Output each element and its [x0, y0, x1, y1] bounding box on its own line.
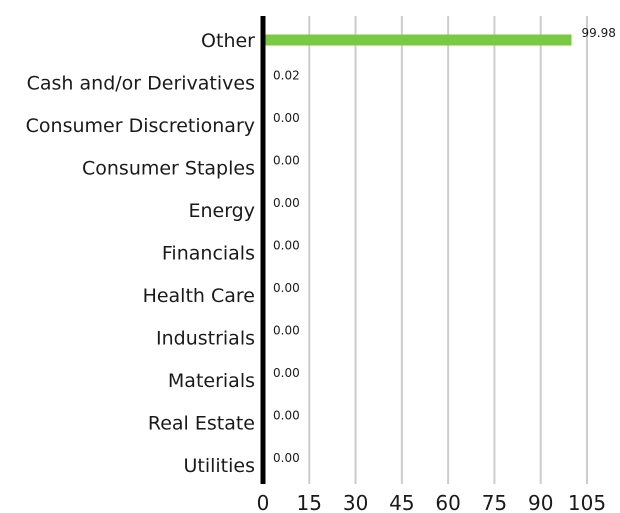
data-label-energy: 0.00: [273, 196, 300, 210]
data-label-utilities: 0.00: [273, 451, 300, 465]
category-label-real-estate: Real Estate: [148, 413, 255, 435]
grid-layer: [308, 16, 588, 484]
data-label-other: 99.98: [582, 26, 616, 40]
data-label-industrials: 0.00: [273, 324, 300, 338]
data-label-health-care: 0.00: [273, 281, 300, 295]
category-label-materials: Materials: [168, 370, 255, 392]
data-label-financials: 0.00: [273, 239, 300, 253]
data-label-consumer-discretionary: 0.00: [273, 111, 300, 125]
category-label-energy: Energy: [188, 200, 255, 222]
data-label-consumer-staples: 0.00: [273, 154, 300, 168]
x-tick-label-45: 45: [389, 491, 414, 513]
data-label-materials: 0.00: [273, 366, 300, 380]
category-label-consumer-discretionary: Consumer Discretionary: [26, 115, 255, 137]
category-label-other: Other: [201, 30, 255, 52]
data-label-real-estate: 0.00: [273, 409, 300, 423]
x-tick-label-15: 15: [297, 491, 322, 513]
category-label-utilities: Utilities: [183, 455, 255, 477]
x-tick-label-75: 75: [482, 491, 507, 513]
x-tick-label-30: 30: [343, 491, 368, 513]
data-label-cash-and-or-derivatives: 0.02: [273, 69, 300, 83]
x-tick-label-105: 105: [568, 491, 606, 513]
category-label-health-care: Health Care: [143, 285, 255, 307]
category-label-financials: Financials: [162, 243, 255, 265]
bar-other: [263, 34, 572, 46]
x-tick-label-60: 60: [435, 491, 460, 513]
x-tick-label-0: 0: [257, 491, 270, 513]
category-label-consumer-staples: Consumer Staples: [82, 158, 255, 180]
category-label-cash-and-or-derivatives: Cash and/or Derivatives: [27, 73, 255, 95]
category-label-industrials: Industrials: [156, 328, 255, 350]
bars-layer: [263, 34, 572, 46]
x-tick-label-90: 90: [528, 491, 553, 513]
labels-layer: 0 15 30 45 60 75 90 105 Other 99.98 Cash and/or De…: [26, 26, 616, 513]
